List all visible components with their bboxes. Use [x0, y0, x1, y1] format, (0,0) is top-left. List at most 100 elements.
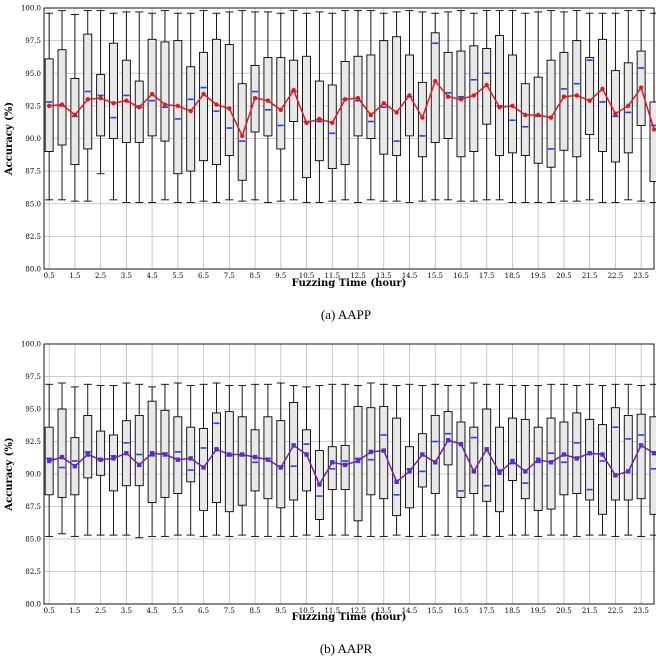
x-tick-label: 1.5: [69, 607, 80, 615]
series-marker: [162, 452, 168, 457]
series-marker: [394, 110, 399, 115]
series-marker: [201, 91, 206, 97]
box-iqr: [495, 34, 505, 156]
series-marker: [355, 458, 361, 464]
x-tick-label: 0.5: [44, 272, 55, 280]
series-marker: [59, 102, 65, 107]
y-tick-label: 97.5: [25, 373, 41, 381]
series-marker: [561, 94, 567, 99]
series-marker: [638, 443, 644, 448]
x-tick-label: 16.5: [453, 607, 469, 615]
box-iqr: [302, 429, 311, 492]
x-tick-label: 9.5: [275, 607, 286, 615]
box-iqr: [237, 416, 247, 506]
box-iqr: [211, 412, 221, 504]
box-iqr: [469, 426, 479, 494]
box-iqr: [533, 76, 543, 164]
x-tick-label: 11.5: [324, 607, 340, 615]
series-marker: [445, 94, 451, 99]
y-tick-label: 85.0: [25, 536, 41, 544]
series-marker: [317, 482, 322, 487]
box-iqr: [598, 424, 607, 515]
x-tick-label: 17.5: [479, 607, 495, 615]
series-marker: [252, 95, 258, 101]
series-marker: [85, 452, 90, 457]
box-iqr: [520, 418, 530, 500]
y-tick-label: 87.5: [25, 503, 41, 511]
series-marker: [548, 460, 554, 465]
series-marker: [342, 462, 348, 468]
x-tick-label: 14.5: [402, 607, 418, 615]
box-iqr: [623, 415, 633, 501]
series-marker: [651, 127, 656, 132]
x-tick-label: 20.5: [556, 272, 572, 280]
box-iqr: [456, 50, 466, 158]
caption-aapp: (a) AAPP: [321, 307, 371, 322]
series-marker: [85, 97, 90, 102]
x-tick-label: 8.5: [249, 607, 260, 615]
x-tick-label: 22.5: [608, 272, 624, 280]
box-iqr: [636, 413, 646, 500]
series-marker: [510, 103, 515, 109]
box-iqr: [430, 415, 440, 494]
box-iqr: [134, 415, 144, 487]
box-iqr: [340, 61, 350, 166]
series-marker: [72, 464, 78, 469]
box-iqr: [546, 59, 556, 168]
series-marker: [111, 101, 116, 106]
series-marker: [368, 112, 374, 118]
series-marker: [111, 456, 116, 461]
x-tick-label: 17.5: [479, 272, 495, 280]
caption-aapr: (b) AAPR: [320, 641, 373, 656]
series-marker: [433, 78, 438, 84]
box-iqr: [237, 83, 247, 181]
series-marker: [72, 112, 78, 118]
x-tick-label: 2.5: [95, 607, 106, 615]
series-marker: [98, 457, 103, 462]
series-marker: [587, 451, 592, 456]
x-tick-label: 19.5: [530, 607, 546, 615]
series-marker: [561, 452, 567, 457]
x-tick-label: 10.5: [299, 272, 315, 280]
series-marker: [600, 86, 605, 92]
box-iqr: [649, 101, 656, 183]
box-iqr: [160, 41, 170, 142]
x-tick-label: 11.5: [324, 272, 340, 280]
box-iqr: [186, 66, 196, 172]
series-marker: [265, 457, 271, 462]
box-iqr: [379, 40, 389, 155]
series-marker: [304, 452, 309, 457]
y-tick-label: 95.0: [25, 70, 41, 78]
x-tick-label: 8.5: [249, 272, 260, 280]
x-tick-label: 18.5: [505, 272, 521, 280]
box-iqr: [572, 40, 582, 158]
x-tick-label: 9.5: [275, 272, 286, 280]
y-tick-label: 80.0: [25, 601, 41, 609]
series-marker: [265, 98, 271, 103]
series-marker: [420, 452, 425, 457]
box-iqr: [147, 38, 157, 137]
series-marker: [535, 457, 541, 462]
y-tick-label: 87.5: [25, 168, 41, 176]
y-tick-label: 82.5: [25, 568, 41, 576]
series-marker: [239, 452, 245, 457]
box-iqr: [302, 55, 311, 179]
series-marker: [548, 115, 554, 120]
x-tick-label: 21.5: [582, 272, 598, 280]
x-tick-label: 4.5: [147, 607, 158, 615]
x-tick-label: 3.5: [121, 272, 132, 280]
box-iqr: [366, 54, 376, 139]
y-tick-label: 82.5: [25, 233, 41, 241]
x-tick-label: 7.5: [224, 607, 235, 615]
x-tick-label: 21.5: [582, 607, 598, 615]
box-iqr: [70, 78, 80, 166]
x-tick-label: 19.5: [530, 272, 546, 280]
y-tick-label: 85.0: [25, 200, 41, 208]
y-tick-label: 100.0: [21, 341, 41, 349]
series-marker: [137, 104, 142, 110]
series-marker: [458, 97, 464, 102]
series-marker: [381, 448, 386, 453]
x-axis-label: Fuzzing Time (hour): [292, 612, 407, 623]
box-iqr: [340, 444, 350, 491]
series-marker: [355, 95, 361, 101]
